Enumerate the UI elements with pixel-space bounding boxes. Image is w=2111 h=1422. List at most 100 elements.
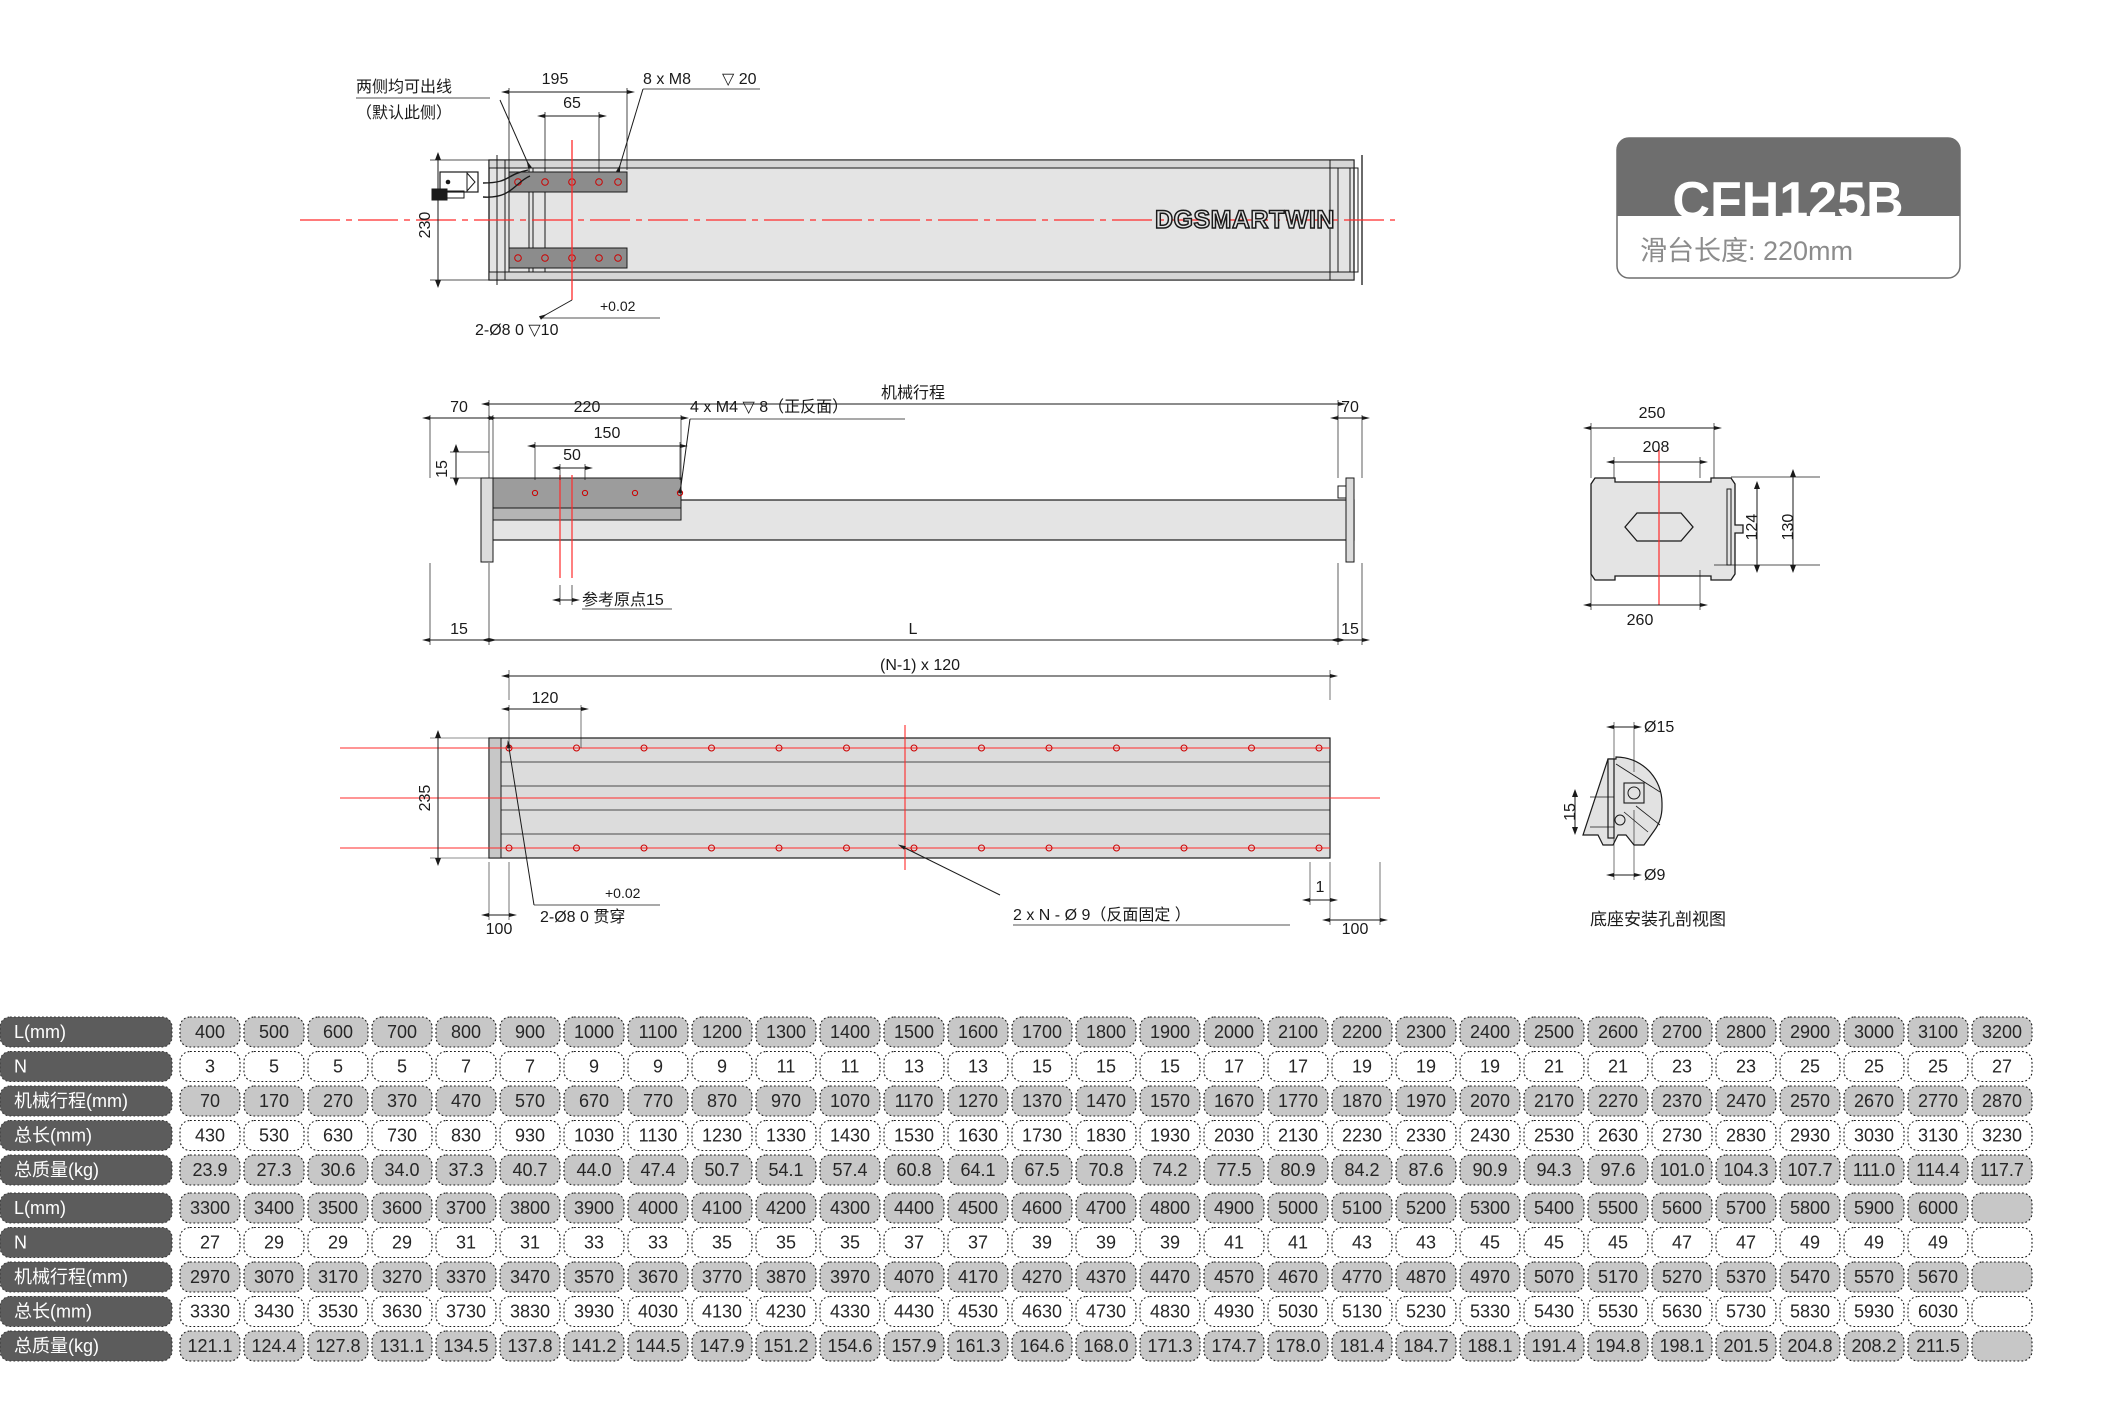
svg-text:5800: 5800 (1790, 1198, 1830, 1218)
svg-text:1870: 1870 (1342, 1091, 1382, 1111)
svg-text:5370: 5370 (1726, 1267, 1766, 1287)
svg-text:3200: 3200 (1982, 1022, 2022, 1042)
svg-text:27: 27 (200, 1233, 220, 1253)
svg-text:3970: 3970 (830, 1267, 870, 1287)
svg-text:5: 5 (269, 1057, 279, 1077)
svg-text:500: 500 (259, 1022, 289, 1042)
svg-text:6030: 6030 (1918, 1302, 1958, 1322)
svg-text:2830: 2830 (1726, 1126, 1766, 1146)
svg-text:25: 25 (1928, 1057, 1948, 1077)
svg-text:1570: 1570 (1150, 1091, 1190, 1111)
svg-text:45: 45 (1608, 1233, 1628, 1253)
svg-text:5630: 5630 (1662, 1302, 1702, 1322)
svg-text:3400: 3400 (254, 1198, 294, 1218)
svg-text:L(mm): L(mm) (14, 1022, 66, 1042)
svg-text:17: 17 (1224, 1057, 1244, 1077)
svg-text:7: 7 (461, 1057, 471, 1077)
svg-text:4430: 4430 (894, 1302, 934, 1322)
svg-text:1030: 1030 (574, 1126, 614, 1146)
svg-text:5: 5 (333, 1057, 343, 1077)
svg-text:31: 31 (520, 1233, 540, 1253)
svg-text:1100: 1100 (639, 1022, 678, 1042)
svg-text:8 x M8: 8 x M8 (643, 71, 691, 88)
svg-text:35: 35 (712, 1233, 732, 1253)
svg-text:15: 15 (434, 460, 451, 478)
svg-text:134.5: 134.5 (443, 1336, 488, 1356)
svg-text:84.2: 84.2 (1344, 1160, 1379, 1180)
svg-text:770: 770 (643, 1091, 673, 1111)
svg-text:6000: 6000 (1918, 1198, 1958, 1218)
svg-text:70: 70 (450, 399, 468, 416)
svg-text:15: 15 (1032, 1057, 1052, 1077)
svg-text:2200: 2200 (1342, 1022, 1382, 1042)
svg-text:181.4: 181.4 (1339, 1336, 1384, 1356)
svg-text:57.4: 57.4 (832, 1160, 867, 1180)
svg-text:总长(mm): 总长(mm) (14, 1302, 92, 1322)
svg-text:7: 7 (525, 1057, 535, 1077)
svg-text:3300: 3300 (190, 1198, 230, 1218)
svg-text:124: 124 (1744, 514, 1761, 541)
svg-text:54.1: 54.1 (768, 1160, 803, 1180)
svg-text:5470: 5470 (1790, 1267, 1830, 1287)
svg-text:5030: 5030 (1278, 1302, 1318, 1322)
svg-text:250: 250 (1639, 405, 1666, 422)
svg-text:3000: 3000 (1854, 1022, 1894, 1042)
svg-text:30.6: 30.6 (320, 1160, 355, 1180)
svg-text:1930: 1930 (1150, 1126, 1190, 1146)
svg-text:1230: 1230 (702, 1126, 742, 1146)
svg-text:9: 9 (653, 1057, 663, 1077)
svg-text:1670: 1670 (1214, 1091, 1254, 1111)
svg-text:▽ 20: ▽ 20 (722, 71, 757, 88)
svg-text:37: 37 (904, 1233, 924, 1253)
svg-text:900: 900 (515, 1022, 545, 1042)
svg-text:3570: 3570 (574, 1267, 614, 1287)
svg-text:930: 930 (515, 1126, 545, 1146)
svg-text:9: 9 (589, 1057, 599, 1077)
svg-text:3630: 3630 (382, 1302, 422, 1322)
svg-text:157.9: 157.9 (891, 1336, 936, 1356)
svg-text:2030: 2030 (1214, 1126, 1254, 1146)
svg-text:870: 870 (707, 1091, 737, 1111)
svg-text:3170: 3170 (318, 1267, 358, 1287)
svg-text:94.3: 94.3 (1536, 1160, 1571, 1180)
svg-text:50.7: 50.7 (704, 1160, 739, 1180)
svg-text:65: 65 (563, 95, 581, 112)
svg-text:49: 49 (1800, 1233, 1820, 1253)
svg-text:45: 45 (1544, 1233, 1564, 1253)
svg-text:3770: 3770 (702, 1267, 742, 1287)
svg-text:4770: 4770 (1342, 1267, 1382, 1287)
svg-text:174.7: 174.7 (1211, 1336, 1256, 1356)
svg-text:5070: 5070 (1534, 1267, 1574, 1287)
svg-text:198.1: 198.1 (1659, 1336, 1704, 1356)
svg-text:40.7: 40.7 (512, 1160, 547, 1180)
svg-text:44.0: 44.0 (576, 1160, 611, 1180)
svg-text:430: 430 (195, 1126, 225, 1146)
svg-text:2700: 2700 (1662, 1022, 1702, 1042)
svg-text:171.3: 171.3 (1147, 1336, 1192, 1356)
svg-text:5700: 5700 (1726, 1198, 1766, 1218)
svg-text:184.7: 184.7 (1403, 1336, 1448, 1356)
svg-text:4870: 4870 (1406, 1267, 1446, 1287)
svg-text:总长(mm): 总长(mm) (14, 1126, 92, 1146)
svg-text:2170: 2170 (1534, 1091, 1574, 1111)
svg-text:23: 23 (1736, 1057, 1756, 1077)
svg-text:5570: 5570 (1854, 1267, 1894, 1287)
svg-text:230: 230 (417, 212, 434, 239)
svg-text:15: 15 (1096, 1057, 1116, 1077)
svg-text:191.4: 191.4 (1531, 1336, 1576, 1356)
svg-text:400: 400 (195, 1022, 225, 1042)
svg-text:L(mm): L(mm) (14, 1198, 66, 1218)
svg-text:4570: 4570 (1214, 1267, 1254, 1287)
svg-text:Ø15: Ø15 (1644, 719, 1674, 736)
svg-text:4800: 4800 (1150, 1198, 1190, 1218)
svg-text:+0.02: +0.02 (605, 885, 641, 901)
svg-text:1400: 1400 (830, 1022, 870, 1042)
svg-text:35: 35 (840, 1233, 860, 1253)
svg-text:170: 170 (259, 1091, 289, 1111)
svg-text:5430: 5430 (1534, 1302, 1574, 1322)
svg-text:5: 5 (397, 1057, 407, 1077)
svg-text:2730: 2730 (1662, 1126, 1702, 1146)
svg-text:151.2: 151.2 (763, 1336, 808, 1356)
svg-text:107.7: 107.7 (1787, 1160, 1832, 1180)
svg-text:5170: 5170 (1598, 1267, 1638, 1287)
